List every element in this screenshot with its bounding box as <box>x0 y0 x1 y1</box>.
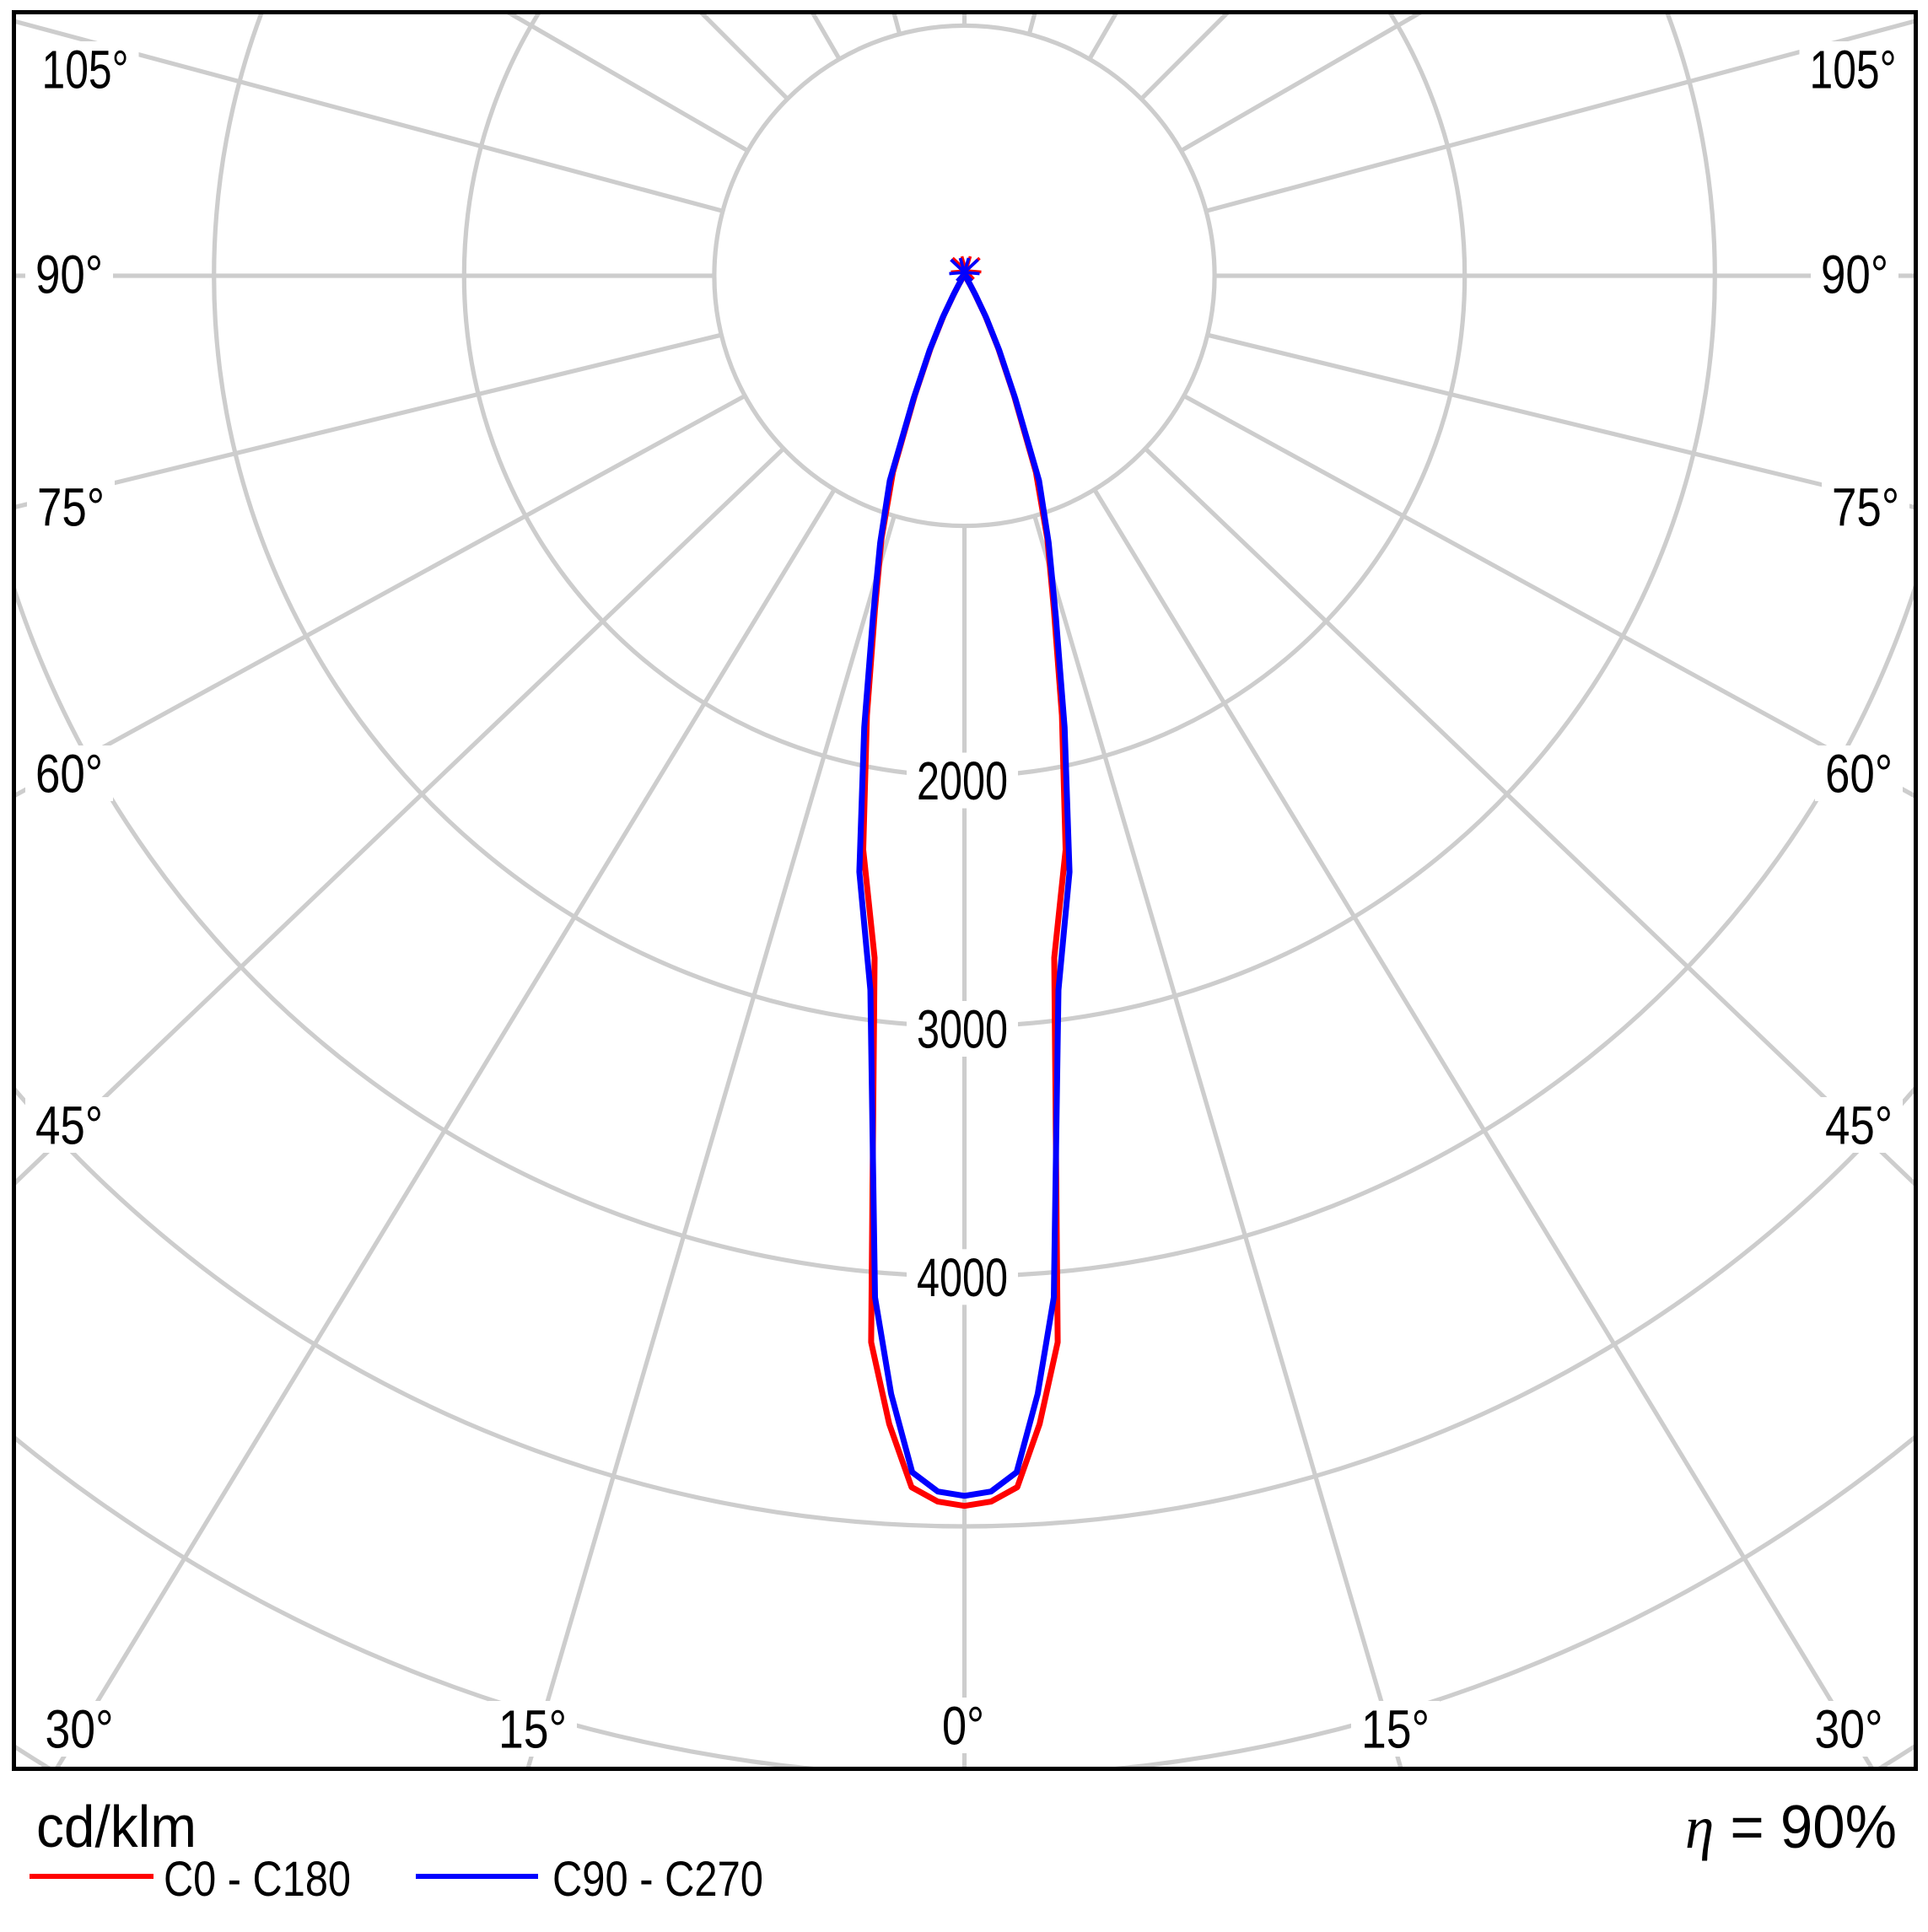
svg-text:60°: 60° <box>1825 744 1893 805</box>
svg-text:η = 90%: η = 90% <box>1685 1794 1897 1861</box>
svg-text:cd/klm: cd/klm <box>36 1794 197 1859</box>
svg-text:C90 - C270: C90 - C270 <box>552 1852 763 1907</box>
svg-text:105°: 105° <box>42 40 129 100</box>
svg-text:3000: 3000 <box>917 999 1008 1060</box>
svg-text:30°: 30° <box>1815 1699 1883 1760</box>
svg-text:30°: 30° <box>46 1699 114 1760</box>
svg-text:75°: 75° <box>37 477 105 538</box>
svg-text:90°: 90° <box>35 245 103 305</box>
svg-text:4000: 4000 <box>917 1247 1008 1308</box>
svg-text:60°: 60° <box>35 744 103 805</box>
svg-text:0°: 0° <box>942 1696 984 1757</box>
svg-text:45°: 45° <box>1825 1095 1893 1156</box>
svg-text:2000: 2000 <box>917 751 1008 811</box>
svg-text:105°: 105° <box>1810 40 1897 100</box>
svg-text:75°: 75° <box>1832 477 1899 538</box>
svg-text:90°: 90° <box>1821 245 1888 305</box>
svg-text:15°: 15° <box>498 1699 567 1760</box>
svg-text:C0 - C180: C0 - C180 <box>164 1852 351 1907</box>
svg-text:45°: 45° <box>35 1095 103 1156</box>
svg-text:15°: 15° <box>1361 1699 1430 1760</box>
